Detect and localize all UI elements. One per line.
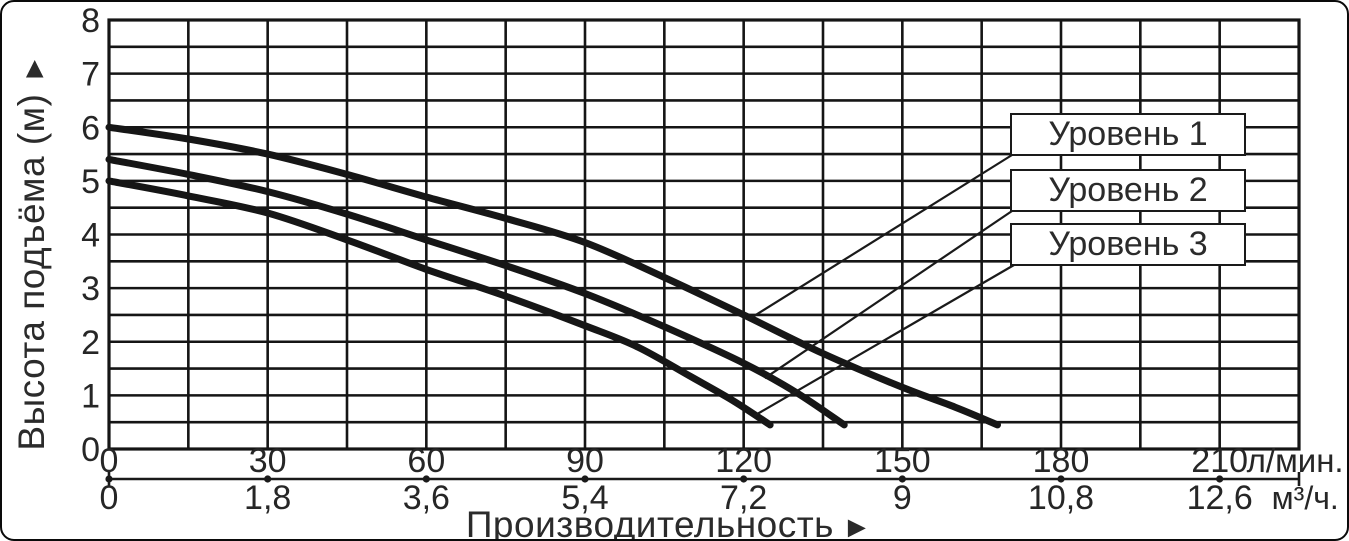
y-tick-label: 5	[81, 163, 100, 201]
up-arrow-icon: ▲	[19, 51, 51, 85]
legend-leader-line-2	[764, 210, 1013, 380]
secondary-axis-tick-dot	[1057, 475, 1065, 483]
legend-item-level-3: Уровень 3	[1010, 223, 1246, 266]
secondary-axis-tick-dot	[898, 475, 906, 483]
y-tick-label: 7	[81, 56, 100, 94]
right-arrow-icon: ►	[841, 511, 873, 541]
y-tick-label: 8	[81, 2, 100, 40]
secondary-axis-tick-dot	[422, 475, 430, 483]
legend-item-level-1: Уровень 1	[1010, 113, 1246, 156]
secondary-axis-tick-dot	[105, 475, 113, 483]
y-tick-label: 2	[81, 324, 100, 362]
x-tick-label-m3h: 9	[893, 479, 912, 517]
x-tick-label-lmin: 30	[249, 442, 287, 480]
y-axis-label-text: Высота подъёма (м)	[11, 93, 52, 451]
legend-item-level-2: Уровень 2	[1010, 169, 1246, 212]
x-tick-label-lmin: 120	[715, 442, 772, 480]
x-axis-unit-m3h: м³/ч.	[1272, 480, 1339, 516]
x-tick-label-m3h: 12,6	[1187, 479, 1253, 517]
pump-curve-level-1	[105, 123, 1001, 429]
secondary-axis-tick-dot	[1216, 475, 1224, 483]
x-axis-label: Производительность ►	[465, 504, 873, 541]
pump-curve-level-3	[105, 177, 774, 429]
x-axis-label-text: Производительность	[465, 504, 834, 541]
y-axis-label: Высота подъёма (м) ▲	[11, 51, 53, 451]
legend-leader-line-1	[748, 154, 1013, 321]
x-tick-label-m3h: 0	[100, 479, 119, 517]
x-tick-label-m3h: 3,6	[403, 479, 450, 517]
x-tick-label-lmin: 60	[407, 442, 445, 480]
y-tick-label: 3	[81, 270, 100, 308]
y-tick-label: 0	[81, 431, 100, 469]
x-tick-label-lmin: 90	[566, 442, 604, 480]
plot-border	[107, 18, 1301, 451]
pump-curve-level-2	[105, 155, 848, 429]
secondary-axis-tick-dot	[740, 475, 748, 483]
x-tick-label-m3h: 10,8	[1028, 479, 1094, 517]
x-tick-label-lmin: 0	[100, 442, 119, 480]
secondary-axis-tick-dot	[581, 475, 589, 483]
legend-leader-line-3	[753, 264, 1015, 417]
x-tick-label-m3h: 1,8	[244, 479, 291, 517]
y-tick-label: 1	[81, 377, 100, 415]
y-tick-label: 4	[81, 217, 100, 255]
x-tick-label-lmin: 210	[1191, 442, 1248, 480]
x-tick-label-m3h: 7,2	[720, 479, 767, 517]
x-tick-label-m3h: 5,4	[561, 479, 608, 517]
x-axis-unit-lmin: л/мин.	[1247, 442, 1344, 479]
y-tick-label: 6	[81, 109, 100, 147]
x-tick-label-lmin: 180	[1033, 442, 1090, 480]
x-tick-label-lmin: 150	[874, 442, 931, 480]
secondary-axis-tick-dot	[264, 475, 272, 483]
